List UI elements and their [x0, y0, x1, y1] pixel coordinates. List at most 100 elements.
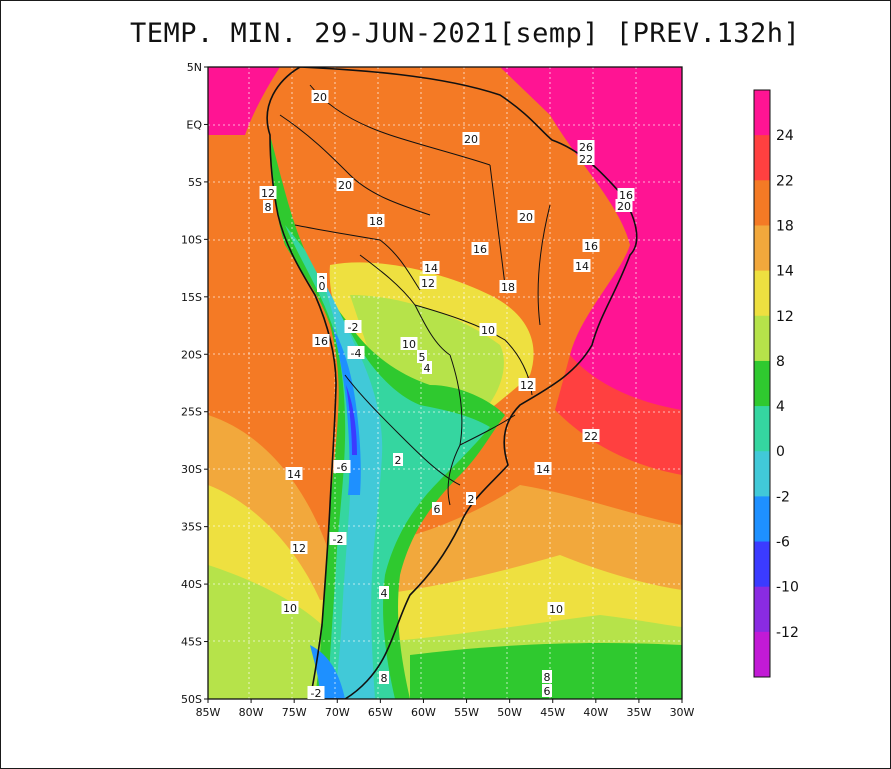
- contour-label-bg: [367, 214, 385, 227]
- lat-label: EQ: [186, 118, 202, 131]
- contour-label-bg: [336, 178, 354, 191]
- contour-label-bg: [333, 460, 351, 473]
- contour-label: 4: [381, 587, 388, 600]
- contour-label-bg: [400, 337, 418, 350]
- colorbar-band: [754, 135, 770, 181]
- contour-label: 14: [536, 463, 550, 476]
- contour-label-bg: [419, 276, 437, 289]
- contour-label-bg: [462, 132, 480, 145]
- contour-label: -2: [348, 321, 359, 334]
- lon-label: 80W: [239, 706, 264, 719]
- contour-label-bg: [422, 361, 432, 374]
- contour-label: 20: [617, 200, 631, 213]
- colorbar-band: [754, 451, 770, 497]
- lon-label: 30W: [670, 706, 695, 719]
- colorbar-band: [754, 90, 770, 136]
- lon-label: 45W: [540, 706, 565, 719]
- contour-label-bg: [379, 671, 389, 684]
- contour-label: 14: [575, 260, 589, 273]
- contour-label: 12: [261, 187, 275, 200]
- colorbar-band: [754, 586, 770, 633]
- contour-label-bg: [285, 467, 303, 480]
- contour-label: 16: [314, 335, 328, 348]
- contour-label-bg: [263, 200, 273, 213]
- lat-label: 20S: [181, 348, 202, 361]
- zone-0: [285, 225, 490, 699]
- colorbar-bands: [754, 90, 770, 678]
- contour-label: 4: [424, 362, 431, 375]
- lon-label: 85W: [196, 706, 221, 719]
- lat-label: 50S: [181, 693, 202, 706]
- contour-label-bg: [499, 280, 517, 293]
- colorbar-band: [754, 406, 770, 452]
- contour-label: 10: [549, 603, 563, 616]
- contour-label-bg: [347, 346, 365, 359]
- contour-label: 6: [434, 503, 441, 516]
- contour-label: 14: [287, 468, 301, 481]
- lon-label: 60W: [411, 706, 436, 719]
- contour-label-bg: [432, 502, 442, 515]
- contour-label: 16: [584, 240, 598, 253]
- contour-label: 2: [468, 493, 475, 506]
- lon-label: 75W: [282, 706, 307, 719]
- colorbar-label: -6: [776, 535, 790, 551]
- contour-label-bg: [259, 186, 277, 199]
- contour-label: 16: [619, 189, 633, 202]
- contour-label: 16: [473, 243, 487, 256]
- colorbar-band: [754, 541, 770, 588]
- contour-label-bg: [317, 279, 327, 292]
- colorbar-label: 18: [776, 218, 794, 234]
- colorbar-band: [754, 631, 770, 678]
- contour-label-bg: [290, 541, 308, 554]
- contour-label-bg: [479, 323, 497, 336]
- ocean-22-zone: [555, 355, 682, 475]
- contour-label: -2: [333, 533, 344, 546]
- contour-label: 20: [313, 91, 327, 104]
- contour-label-bg: [312, 334, 330, 347]
- contour-label-bg: [577, 140, 595, 153]
- contour-label-bg: [582, 429, 600, 442]
- contour-label-bg: [422, 261, 440, 274]
- contour-label-bg: [344, 320, 362, 333]
- colorbar-band: [754, 270, 770, 317]
- contour-label: 14: [424, 262, 438, 275]
- contour-label: 0: [319, 280, 326, 293]
- colorbar-band: [754, 315, 770, 362]
- ocean-24-zone: [500, 67, 682, 415]
- coastlines: [266, 67, 638, 699]
- lat-label: 10S: [181, 233, 202, 246]
- lon-label: 70W: [325, 706, 350, 719]
- lat-label: 25S: [181, 406, 202, 419]
- contour-label-bg: [542, 670, 552, 683]
- contour-label: 5: [419, 351, 426, 364]
- contour-label: 8: [544, 671, 551, 684]
- zone-neg10: [346, 385, 357, 455]
- contour-label: 22: [579, 153, 593, 166]
- contour-label-bg: [281, 601, 299, 614]
- contour-label: 22: [584, 430, 598, 443]
- lat-label: 5S: [188, 176, 202, 189]
- contour-label-bg: [582, 239, 600, 252]
- lon-label: 35W: [626, 706, 651, 719]
- lat-label: 5N: [187, 61, 202, 74]
- contour-label-bg: [615, 199, 633, 212]
- contour-label-bg: [379, 586, 389, 599]
- map-border: [207, 66, 683, 700]
- colorbar-label: 24: [776, 128, 794, 144]
- contour-label: 18: [501, 281, 515, 294]
- contour-label: 12: [292, 542, 306, 555]
- colorbar-label: -10: [776, 580, 799, 596]
- colorbar-border: [753, 89, 771, 678]
- contour-label: 12: [520, 379, 534, 392]
- contour-label: 26: [579, 141, 593, 154]
- contour-label-bg: [577, 152, 595, 165]
- colorbar-label: 0: [776, 444, 785, 460]
- chart-title: TEMP. MIN. 29-JUN-2021[semp] [PREV.132h]: [130, 18, 801, 49]
- colorbar-label: 8: [776, 354, 785, 370]
- colorbar: 24 22 18 14 12 8 4 0 -2 -6 -10 -12: [740, 80, 880, 690]
- contour-label-bg: [311, 90, 329, 103]
- contour-label-bg: [471, 242, 489, 255]
- contour-label: -4: [351, 347, 362, 360]
- colorbar-labels: 24 22 18 14 12 8 4 0 -2 -6 -10 -12: [776, 128, 799, 641]
- contour-label: 12: [421, 277, 435, 290]
